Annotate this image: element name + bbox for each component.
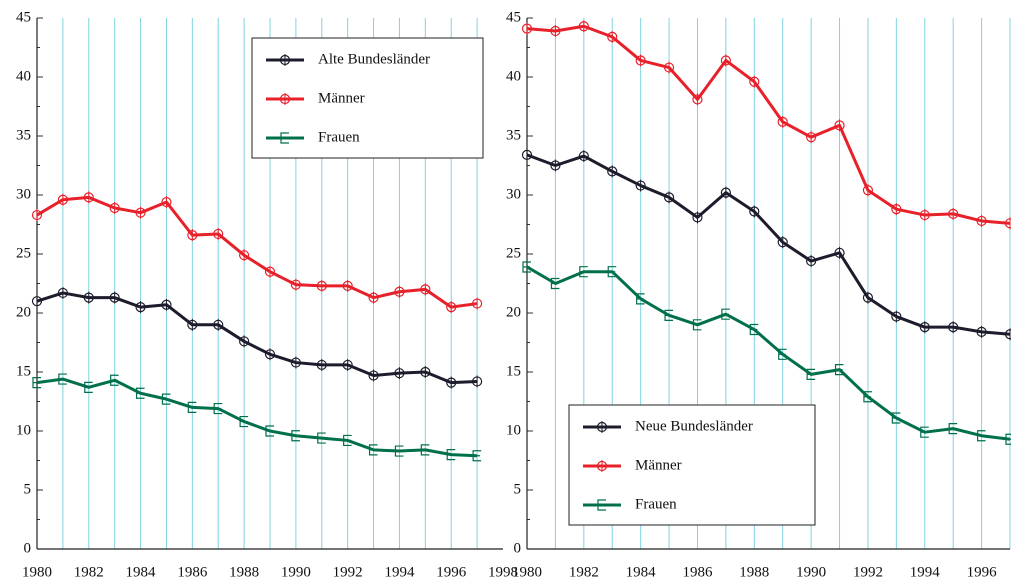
marker [58,373,67,385]
marker [664,309,674,321]
marker [239,415,249,428]
marker [343,434,352,447]
marker [891,412,901,424]
y-tick-label: 40 [16,68,31,84]
y-tick-label: 45 [506,9,521,25]
marker [636,293,645,305]
marker [1005,433,1011,445]
marker [472,450,482,462]
y-tick-label: 35 [506,127,521,143]
marker [863,391,872,403]
x-tick-label: 1992 [853,564,883,580]
y-tick-label: 10 [506,422,521,438]
x-tick-label: 1982 [74,564,104,580]
y-tick-label: 25 [506,245,521,261]
y-tick-label: 40 [506,68,521,84]
series-line [526,24,1011,225]
marker [420,444,430,456]
x-tick-label: 1990 [281,564,311,580]
marker [607,266,617,278]
y-tick-label: 20 [16,304,31,320]
y-tick-label: 20 [506,304,521,320]
y-tick-label: 0 [24,540,32,556]
marker [394,445,404,457]
x-tick-label: 1988 [229,564,259,580]
y-tick-label: 10 [16,422,31,438]
series-line [526,265,1011,441]
marker [579,266,588,278]
marker [597,499,606,511]
marker [446,449,456,461]
marker [948,423,958,435]
x-tick-label: 1994 [384,564,415,580]
y-tick-label: 30 [506,186,521,202]
marker [920,426,929,438]
series-line [36,291,478,385]
y-tick-label: 0 [514,540,522,556]
marker [806,368,816,380]
y-tick-label: 15 [16,363,31,379]
legend-label: Frauen [318,129,360,145]
marker [368,444,378,456]
legend-label: Männer [318,90,365,106]
x-tick-label: 1986 [682,564,713,580]
marker [213,402,223,415]
x-tick-label: 1984 [126,564,157,580]
marker [187,401,197,413]
marker [135,387,145,399]
marker [976,430,986,442]
y-tick-label: 30 [16,186,31,202]
marker [749,323,759,336]
y-tick-label: 25 [16,245,31,261]
marker [84,381,93,393]
legend-label: Alte Bundesländer [318,51,430,67]
marker [834,364,844,376]
y-tick-label: 45 [16,9,31,25]
marker [522,261,531,273]
marker [32,377,41,389]
marker [692,319,702,331]
x-tick-label: 1982 [569,564,599,580]
y-tick-label: 5 [514,481,522,497]
x-tick-label: 1986 [177,564,208,580]
series-line [526,153,1011,336]
x-tick-label: 1990 [796,564,826,580]
legend-label: Neue Bundesländer [635,418,753,434]
x-tick-label: 1988 [739,564,769,580]
x-tick-label: 1998 [488,564,518,580]
marker [778,348,787,360]
marker [161,393,171,405]
x-tick-label: 1992 [333,564,363,580]
y-tick-label: 15 [506,363,521,379]
marker [291,430,300,442]
marker [721,308,730,320]
legend-label: Frauen [635,496,677,512]
x-tick-label: 1996 [967,564,998,580]
series-line [36,195,478,309]
series-line [36,377,478,458]
y-tick-label: 35 [16,127,31,143]
marker [110,374,119,386]
y-tick-label: 5 [24,481,32,497]
x-tick-label: 1980 [512,564,542,580]
x-tick-label: 1996 [436,564,467,580]
x-tick-label: 1984 [626,564,657,580]
marker [265,425,274,437]
x-tick-label: 1994 [910,564,941,580]
legend-label: Männer [635,457,682,473]
marker [317,432,326,444]
marker [280,132,289,144]
x-tick-label: 1980 [22,564,52,580]
marker [550,277,560,290]
